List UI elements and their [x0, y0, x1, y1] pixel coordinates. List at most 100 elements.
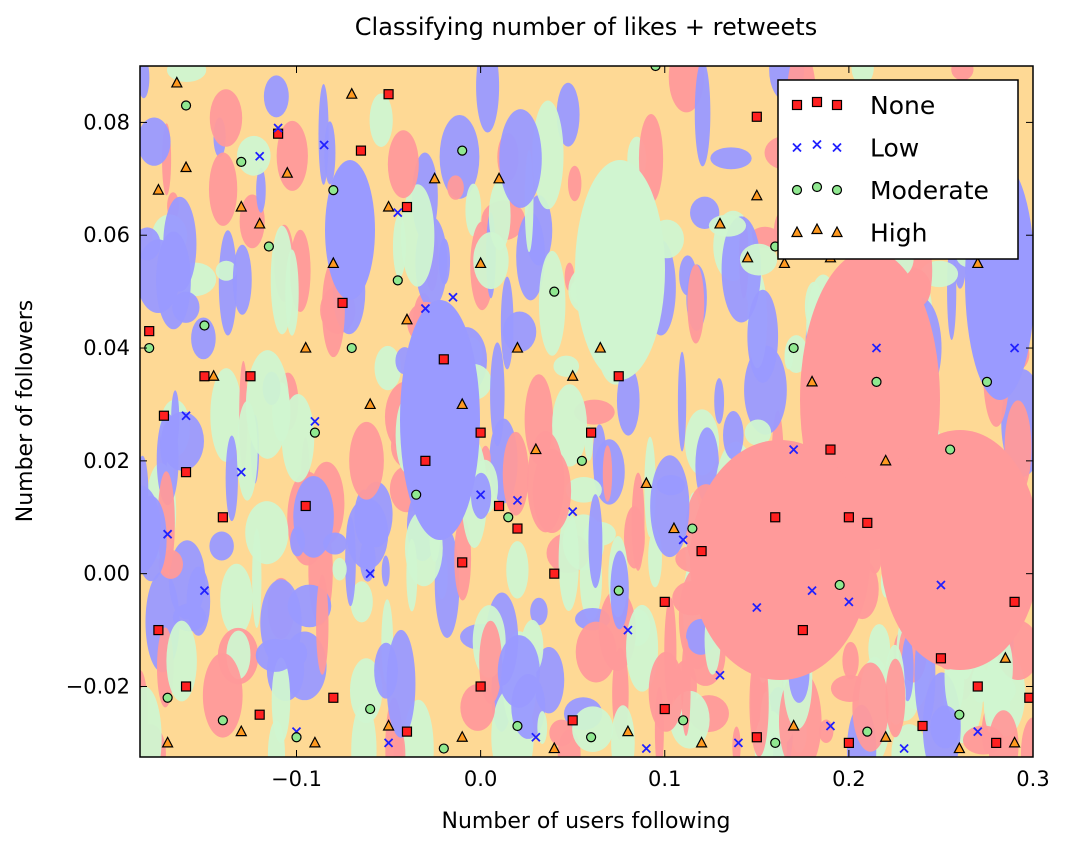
point-moderate — [263, 241, 274, 252]
decision-region — [256, 167, 266, 213]
decision-region — [325, 160, 375, 300]
decision-region — [218, 230, 237, 336]
point-low — [475, 490, 486, 500]
point-low — [733, 738, 744, 748]
decision-region — [549, 719, 574, 747]
point-none — [355, 145, 367, 156]
point-none — [401, 726, 413, 737]
decision-region — [556, 82, 580, 147]
point-none — [843, 512, 854, 523]
decision-region — [516, 212, 545, 301]
point-low — [162, 529, 173, 539]
decision-region — [232, 244, 252, 315]
point-low — [531, 732, 541, 742]
point-high — [750, 188, 763, 201]
decision-region — [532, 100, 564, 210]
point-none — [512, 523, 523, 534]
y-tick-label: −0.02 — [66, 674, 130, 698]
decision-region — [1020, 717, 1033, 757]
decision-region — [439, 115, 480, 199]
point-high — [594, 341, 607, 353]
decision-region — [708, 214, 747, 237]
decision-region — [225, 435, 238, 522]
decision-region — [553, 355, 580, 377]
decision-region — [538, 250, 566, 356]
decision-region — [530, 597, 548, 626]
decision-region — [374, 345, 402, 391]
x-tick-label: 0.2 — [832, 767, 865, 791]
decision-region — [208, 152, 238, 226]
point-low — [936, 580, 946, 590]
point-moderate — [199, 320, 210, 331]
point-high — [566, 369, 579, 381]
point-low — [512, 495, 523, 505]
decision-region — [281, 394, 315, 483]
point-low — [871, 343, 882, 353]
y-tick-label: 0.04 — [83, 336, 130, 360]
point-moderate — [549, 286, 560, 297]
point-low — [789, 444, 799, 455]
point-none — [770, 512, 781, 523]
legend-entry-moderate: Moderate — [791, 176, 989, 205]
point-high — [207, 369, 220, 381]
x-axis-label: Number of users following — [442, 809, 731, 834]
y-axis-ticks: −0.02 0.00 0.02 0.04 0.06 0.08 — [66, 110, 1033, 698]
decision-region — [558, 509, 579, 612]
legend-label: None — [870, 91, 935, 120]
point-moderate — [945, 444, 956, 455]
x-tick-label: 0.1 — [648, 767, 681, 791]
point-high — [345, 87, 358, 99]
decision-region — [210, 368, 243, 462]
legend: None Low Moderate High — [777, 79, 1019, 260]
point-moderate — [586, 732, 597, 743]
point-low — [715, 670, 725, 680]
decision-region — [140, 495, 167, 582]
legend-marker — [832, 142, 842, 153]
decision-region — [316, 574, 329, 675]
y-tick-label: 0.06 — [83, 223, 130, 247]
point-none — [991, 737, 1002, 748]
point-none — [613, 371, 624, 382]
point-none — [475, 427, 486, 438]
point-high — [327, 256, 340, 269]
point-low — [973, 726, 983, 737]
point-moderate — [613, 585, 624, 596]
point-high — [640, 476, 653, 489]
legend-entry-none: None — [791, 91, 935, 120]
y-axis-label: Number of followers — [13, 300, 38, 523]
point-high — [456, 730, 469, 742]
decision-region — [166, 620, 197, 702]
point-high — [474, 256, 487, 269]
point-moderate — [503, 512, 514, 523]
decision-region — [723, 411, 744, 460]
point-high — [621, 724, 634, 737]
decision-region — [220, 563, 253, 636]
decision-region — [349, 421, 384, 500]
point-moderate — [770, 737, 781, 748]
point-low — [181, 411, 191, 421]
decision-region — [664, 597, 677, 706]
legend-label: High — [870, 219, 927, 248]
point-low — [383, 738, 394, 748]
decision-region — [885, 658, 906, 738]
point-low — [1009, 343, 1020, 353]
point-high — [529, 442, 542, 455]
point-none — [254, 709, 265, 720]
point-high — [667, 521, 680, 534]
point-none — [158, 410, 170, 421]
point-high — [493, 172, 506, 184]
point-high — [879, 730, 892, 742]
decision-region — [602, 445, 613, 502]
decision-region — [880, 430, 1033, 670]
decision-region — [191, 317, 216, 360]
point-high — [308, 736, 321, 748]
decision-region — [502, 431, 529, 516]
decision-region — [744, 419, 772, 446]
point-moderate — [346, 342, 357, 354]
point-none — [567, 715, 578, 726]
decision-regions — [140, 66, 1033, 757]
point-none — [383, 89, 394, 100]
legend-marker — [831, 225, 843, 238]
decision-region — [690, 440, 870, 680]
point-low — [365, 569, 375, 579]
